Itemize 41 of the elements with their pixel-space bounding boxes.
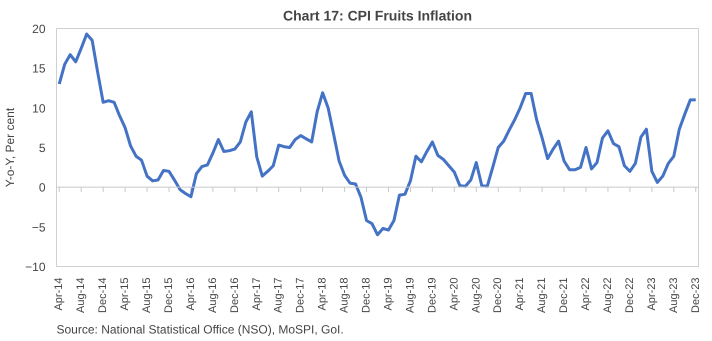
chart-title: Chart 17: CPI Fruits Inflation [282,8,472,24]
x-tick-label: Aug-18 [338,277,351,313]
x-tick-label: Dec-23 [690,277,702,313]
y-tick-label: 0 [38,180,46,195]
x-tick-label: Aug-15 [141,277,154,313]
x-tick-label: Aug-19 [404,277,416,313]
x-tick-label: Dec-21 [558,277,570,313]
x-tick-label: Aug-22 [602,277,614,313]
x-tick-label: Aug-20 [470,277,482,313]
x-tick-label: Apr-14 [53,277,66,311]
y-tick-label: −10 [25,260,46,274]
x-tick-label: Dec-18 [360,277,373,313]
x-tick-label: Apr-20 [448,277,460,311]
x-tick-label: Apr-19 [382,277,394,311]
x-tick-label: Dec-14 [97,277,110,313]
y-tick-label: 15 [32,62,46,76]
y-tick-label: 5 [38,141,46,155]
y-axis-title: Y-o-Y, Per cent [3,107,18,188]
x-tick-label: Aug-17 [272,277,285,313]
x-tick-label: Apr-18 [316,277,329,311]
x-tick-label: Apr-22 [580,277,592,311]
y-tick-label: 20 [32,22,46,36]
x-tick-label: Dec-22 [624,277,636,313]
x-tick-label: Aug-16 [206,277,219,313]
x-tick-label: Dec-20 [492,277,504,313]
source-note: Source: National Statistical Office (NSO), MoSPI, GoI. [56,322,344,336]
x-tick-label: Dec-16 [228,277,241,313]
x-tick-label: Aug-14 [75,277,88,313]
x-tick-label: Aug-23 [668,277,680,313]
x-tick-label: Apr-17 [250,277,263,311]
line-series [58,32,698,236]
y-tick-label: 10 [32,101,46,116]
x-tick-label: Dec-17 [294,277,307,313]
x-tick-label: Dec-15 [162,277,175,313]
x-tick-label: Apr-23 [646,277,658,311]
x-tick-label: Apr-16 [184,277,197,311]
x-tick-label: Apr-15 [119,277,132,311]
x-tick-label: Apr-21 [514,277,526,311]
x-tick-label: Aug-21 [536,277,548,313]
x-tick-label: Dec-19 [426,277,438,313]
y-tick-label: −5 [32,220,46,234]
